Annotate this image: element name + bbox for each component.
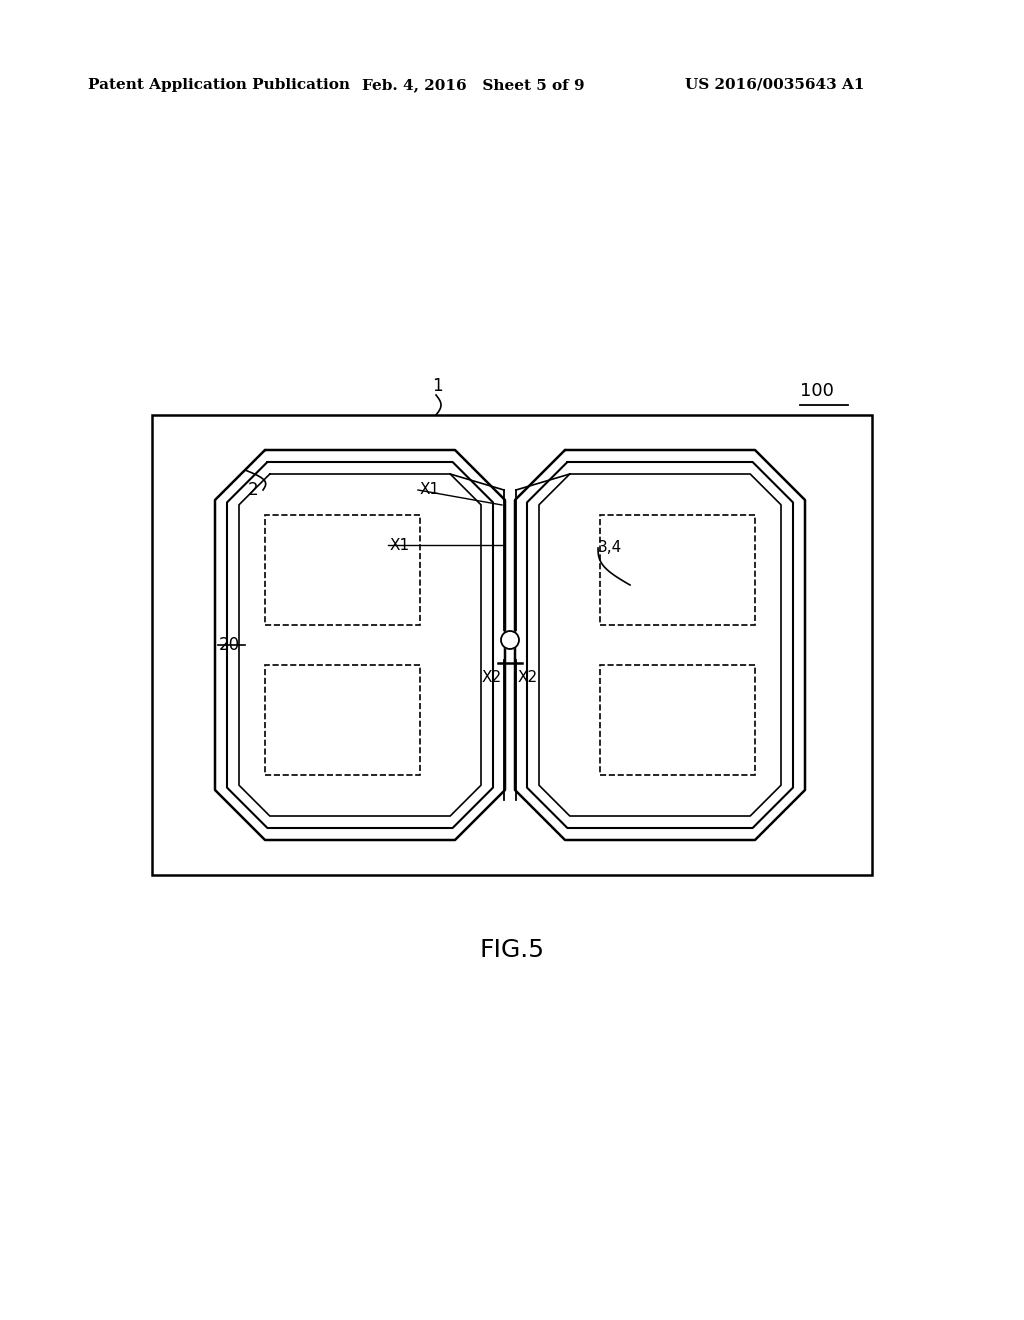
Text: X1: X1 <box>390 537 411 553</box>
Text: 1: 1 <box>432 378 442 395</box>
Text: X2: X2 <box>518 671 539 685</box>
Bar <box>265 665 420 775</box>
Text: 20: 20 <box>219 636 240 653</box>
Text: Feb. 4, 2016   Sheet 5 of 9: Feb. 4, 2016 Sheet 5 of 9 <box>362 78 585 92</box>
Text: 100: 100 <box>800 381 834 400</box>
Bar <box>600 515 755 624</box>
Text: 2: 2 <box>248 480 258 499</box>
Circle shape <box>501 631 519 649</box>
Bar <box>600 665 755 775</box>
Text: US 2016/0035643 A1: US 2016/0035643 A1 <box>685 78 864 92</box>
Bar <box>265 515 420 624</box>
Text: 3,4: 3,4 <box>598 540 623 556</box>
Text: X2: X2 <box>482 671 502 685</box>
Text: FIG.5: FIG.5 <box>479 939 545 962</box>
Bar <box>152 414 872 875</box>
Text: X1: X1 <box>420 483 440 498</box>
Text: Patent Application Publication: Patent Application Publication <box>88 78 350 92</box>
